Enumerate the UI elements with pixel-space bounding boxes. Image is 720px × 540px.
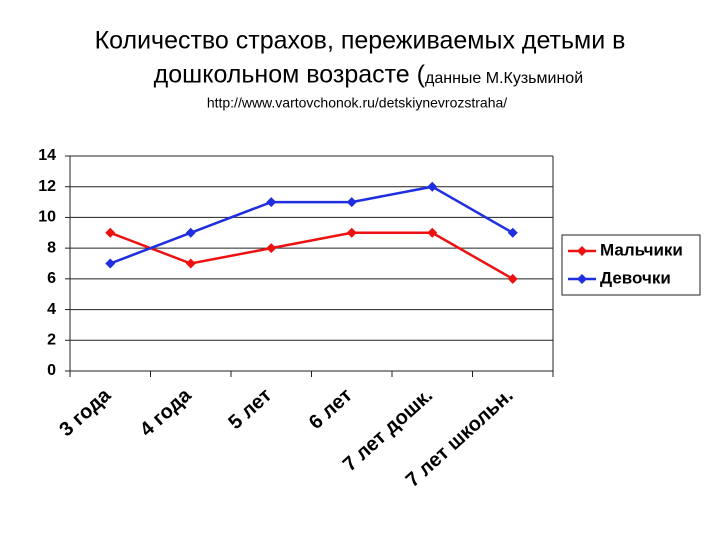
chart-title: Количество страхов, переживаемых детьми … — [95, 27, 626, 55]
point — [427, 181, 438, 192]
point — [507, 273, 518, 284]
y-tick-label: 12 — [38, 178, 56, 195]
y-tick-label: 0 — [47, 362, 56, 379]
chart-title: дошкольном возрасте ( — [154, 61, 426, 89]
point — [105, 258, 116, 269]
series-line — [109, 185, 514, 265]
y-tick-label: 14 — [38, 147, 56, 164]
x-tick-label: 4 года — [136, 384, 196, 441]
point — [346, 227, 357, 238]
legend-box — [561, 234, 701, 296]
point — [427, 227, 438, 238]
point — [266, 243, 277, 254]
legend-label: Девочки — [600, 268, 671, 287]
chart-title-note: данные М.Кузьминой — [425, 70, 583, 87]
y-tick-label: 2 — [47, 332, 56, 349]
series-line — [109, 231, 514, 280]
legend-marker — [577, 246, 587, 256]
y-tick-label: 8 — [47, 239, 56, 256]
x-tick-label: 5 лет — [224, 384, 276, 434]
y-tick-label: 10 — [38, 209, 56, 226]
chart-subtitle: http://www.vartovchonok.ru/detskiynevroz… — [207, 95, 507, 111]
point — [507, 227, 518, 238]
point — [266, 197, 277, 208]
y-tick-label: 6 — [47, 270, 56, 287]
legend-marker — [577, 274, 587, 284]
point — [185, 258, 196, 269]
legend-label: Мальчики — [600, 240, 683, 259]
point — [185, 227, 196, 238]
point — [346, 197, 357, 208]
x-tick-label: 6 лет — [305, 384, 357, 434]
y-tick-label: 4 — [47, 301, 56, 318]
point — [105, 227, 116, 238]
x-tick-label: 3 года — [55, 384, 115, 441]
